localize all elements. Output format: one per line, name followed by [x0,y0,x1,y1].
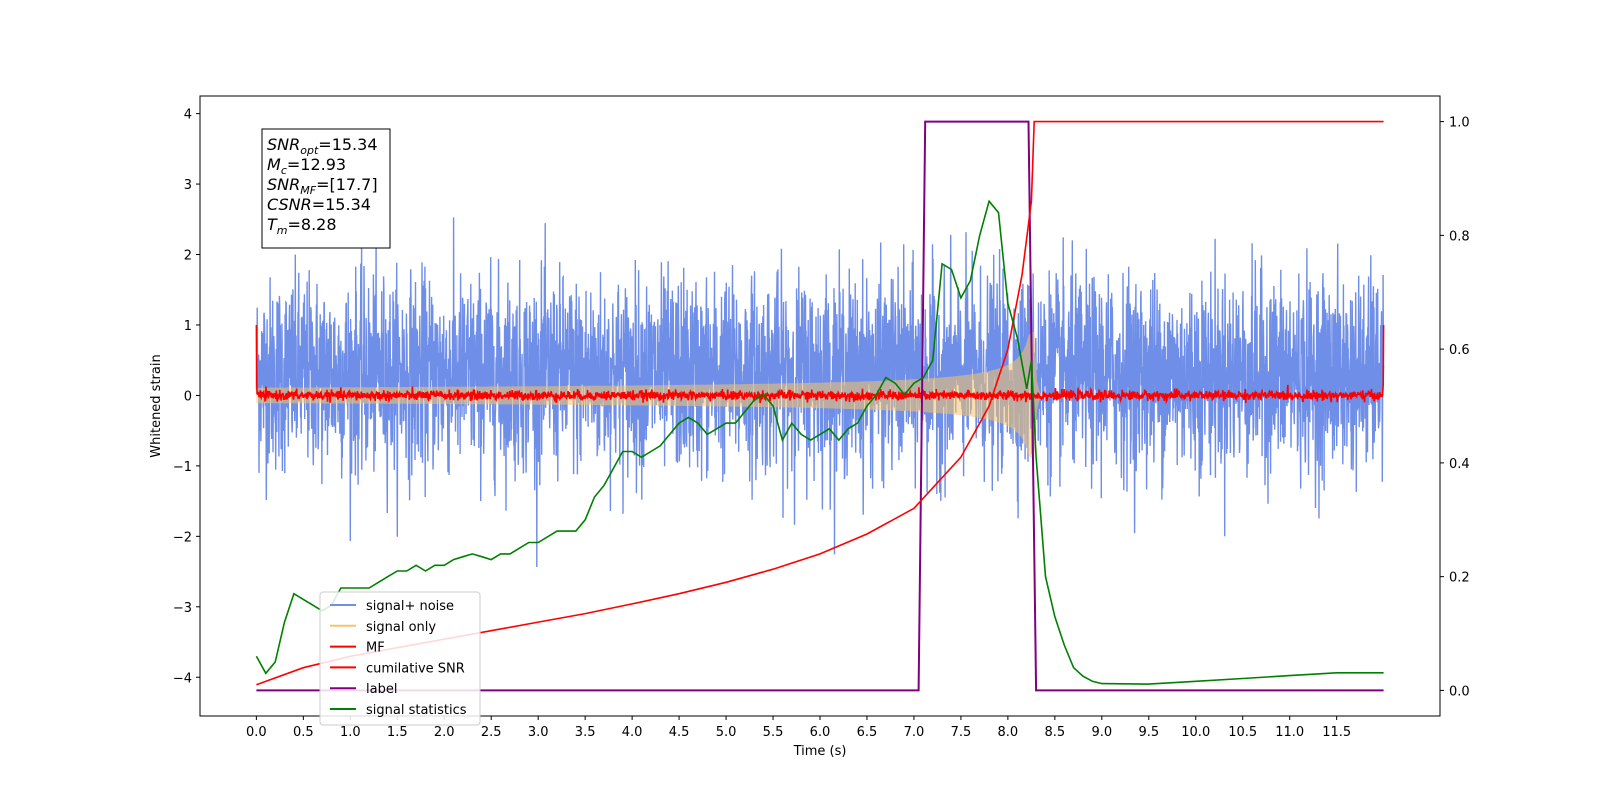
legend-label: signal only [366,620,436,635]
legend-label: MF [366,641,385,656]
y-tick-label: 0 [184,389,192,404]
x-tick-label: 6.0 [810,725,831,740]
annotation-symbol: M [267,155,281,174]
x-tick-label: 1.5 [387,725,408,740]
legend-label: signal+ noise [366,599,454,614]
annotation-value: =15.34 [312,195,371,214]
annotation-symbol: CSNR [267,195,312,214]
x-tick-label: 10.0 [1181,725,1210,740]
x-tick-label: 3.0 [528,725,549,740]
y-tick-label: 1 [184,319,192,334]
series-layer [255,120,1385,692]
stats-annotation-box: SNRopt=15.34Mc=12.93SNRMF=[17.7]CSNR=15.… [261,128,391,249]
x-tick-label: 11.0 [1275,725,1304,740]
series-line [255,324,1385,405]
annotation-value: =15.34 [318,135,377,154]
x-tick-label: 0.0 [246,725,267,740]
x-tick-label: 5.0 [716,725,737,740]
y-axis-label: Whitened strain [149,354,164,457]
annotation-value: =12.93 [287,155,346,174]
x-tick-label: 0.5 [293,725,314,740]
y2-tick-label: 1.0 [1449,116,1470,131]
y-tick-label: −4 [173,671,192,686]
x-tick-label: 7.5 [951,725,972,740]
y-tick-label: −2 [173,530,192,545]
annotation-frame [261,128,391,249]
annotation-value: =[17.7] [316,175,378,194]
x-tick-label: 5.5 [763,725,784,740]
x-tick-label: 4.5 [669,725,690,740]
annotation-line: Tm=8.28 [267,215,337,237]
y2-tick-label: 0.6 [1449,343,1470,358]
annotation-value: =8.28 [288,215,337,234]
y-axis-right: 0.0 0.2 0.4 0.6 0.8 1.0 [1440,116,1470,699]
y2-tick-label: 0.8 [1449,229,1470,244]
annotation-line: Mc=12.93 [267,155,346,177]
series-line [255,199,1384,685]
y2-tick-label: 0.0 [1449,684,1470,699]
y-tick-label: 3 [184,178,192,193]
y2-tick-label: 0.4 [1449,457,1470,472]
y-tick-label: 2 [184,249,192,264]
legend-frame [319,591,481,726]
annotation-symbol: SNR [267,175,300,194]
annotation-line: SNRMF=[17.7] [267,175,378,197]
x-tick-label: 6.5 [857,725,878,740]
legend-label: signal statistics [366,703,467,718]
annotation-line: SNRopt=15.34 [267,135,378,157]
x-tick-label: 2.0 [434,725,455,740]
annotation-subscript: m [277,224,288,237]
annotation-subscript: opt [300,144,319,157]
y2-tick-label: 0.2 [1449,571,1470,586]
x-tick-label: 4.0 [622,725,643,740]
x-tick-label: 11.5 [1322,725,1351,740]
x-tick-label: 10.5 [1228,725,1257,740]
y-tick-label: 4 [184,108,192,123]
y-tick-label: −3 [173,601,192,616]
legend: signal+ noise signal only MF cumilative SNR… [319,591,481,726]
series-line [256,120,1384,692]
annotation-line: CSNR=15.34 [267,195,371,214]
x-tick-label: 8.0 [998,725,1019,740]
x-tick-label: 1.0 [340,725,361,740]
x-tick-label: 7.0 [904,725,925,740]
y-axis-left: −4 −3 −2 −1 0 1 2 3 4 [173,108,200,686]
x-axis-label: Time (s) [793,744,847,759]
x-tick-label: 9.5 [1138,725,1159,740]
annotation-symbol: SNR [267,135,300,154]
x-tick-label: 3.5 [575,725,596,740]
x-tick-label: 2.5 [481,725,502,740]
x-tick-label: 9.0 [1091,725,1112,740]
y-tick-label: −1 [173,460,192,475]
annotation-subscript: c [281,164,287,177]
x-axis: 0.0 0.5 1.0 1.5 2.0 2.5 3.0 3.5 4.0 4.5 5.0 5.5 6.0 6… [246,716,1351,740]
legend-label: label [366,682,397,697]
annotation-symbol: T [267,215,278,234]
x-tick-label: 8.5 [1045,725,1066,740]
legend-label: cumilative SNR [366,661,465,676]
annotation-subscript: MF [300,184,316,197]
